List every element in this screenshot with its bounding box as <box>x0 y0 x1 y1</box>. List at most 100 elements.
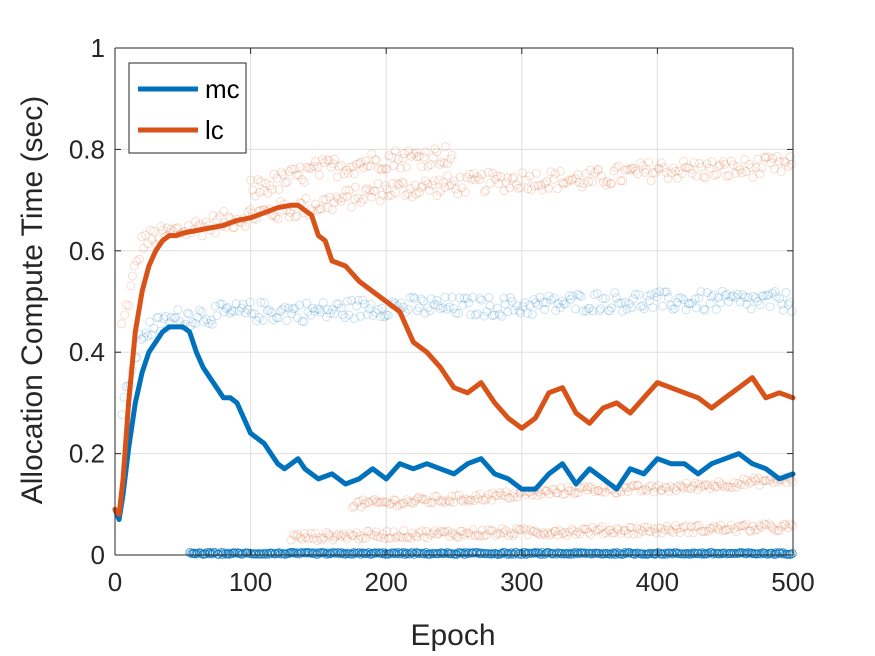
scatter-point <box>544 530 554 540</box>
scatter-point <box>362 309 372 319</box>
scatter-point <box>479 531 489 541</box>
scatter-point <box>377 497 387 507</box>
scatter-point <box>403 304 413 314</box>
scatter-point <box>625 165 635 175</box>
scatter-point <box>426 498 436 508</box>
scatter-point <box>345 529 355 539</box>
scatter-point <box>152 313 162 323</box>
scatter-point <box>644 482 654 492</box>
scatter-point <box>378 164 388 174</box>
scatter-point <box>121 300 131 310</box>
scatter-point <box>447 150 457 160</box>
scatter-point <box>336 160 346 170</box>
scatter-point <box>768 478 778 488</box>
scatter-point <box>455 526 465 536</box>
scatter-point <box>473 530 483 540</box>
scatter-point <box>609 166 619 176</box>
scatter-point <box>544 183 554 193</box>
scatter-point <box>424 185 434 195</box>
scatter-point <box>592 288 602 298</box>
scatter-point <box>143 331 153 341</box>
scatter-point <box>748 521 758 531</box>
scatter-point <box>312 535 322 545</box>
scatter-point <box>412 494 422 504</box>
scatter-point <box>703 480 713 490</box>
scatter-point <box>273 214 283 224</box>
scatter-point <box>391 549 401 559</box>
scatter-point <box>726 156 736 166</box>
scatter-point <box>659 163 669 173</box>
scatter-point <box>403 497 413 507</box>
scatter-point <box>140 230 150 240</box>
scatter-point <box>553 299 563 309</box>
series-lines <box>112 202 796 522</box>
scatter-point <box>353 193 363 203</box>
scatter-point <box>514 524 524 534</box>
scatter-point <box>245 297 255 307</box>
scatter-point <box>768 523 778 533</box>
scatter-point <box>273 313 283 323</box>
scatter-point <box>766 549 776 559</box>
scatter-point <box>394 180 404 190</box>
scatter-point <box>492 303 502 313</box>
scatter-point <box>582 524 592 534</box>
scatter-point <box>137 334 147 344</box>
scatter-point <box>477 525 487 535</box>
scatter-point <box>516 183 526 193</box>
scatter-point <box>679 522 689 532</box>
scatter-point <box>658 301 668 311</box>
scatter-point <box>410 293 420 303</box>
scatter-point <box>516 308 526 318</box>
scatter-point <box>562 178 572 188</box>
scatter-point <box>377 303 387 313</box>
scatter-point <box>785 152 795 162</box>
scatter-point <box>332 299 342 309</box>
scatter-point <box>447 528 457 538</box>
scatter-point <box>171 223 181 233</box>
scatter-point <box>310 156 320 166</box>
scatter-point <box>747 476 757 486</box>
scatter-point <box>219 307 229 317</box>
scatter-point <box>620 526 630 536</box>
scatter-point <box>755 480 765 490</box>
scatter-point <box>590 487 600 497</box>
scatter-point <box>601 528 611 538</box>
scatter-point <box>311 528 321 538</box>
scatter-point <box>725 482 735 492</box>
scatter-point <box>410 180 420 190</box>
scatter-point <box>718 157 728 167</box>
scatter-point <box>449 530 459 540</box>
scatter-point <box>537 185 547 195</box>
scatter-point <box>271 212 281 222</box>
scatter-point <box>308 303 318 313</box>
scatter-point <box>771 292 781 302</box>
scatter-point <box>638 301 648 311</box>
scatter-point <box>639 304 649 314</box>
scatter-point <box>518 301 528 311</box>
scatter-point <box>352 159 362 169</box>
scatter-point <box>212 215 222 225</box>
scatter-point <box>594 306 604 316</box>
scatter-point <box>584 177 594 187</box>
scatter-point <box>408 498 418 508</box>
scatter-point <box>219 548 229 558</box>
scatter-point <box>777 521 787 531</box>
scatter-point <box>212 311 222 321</box>
scatter-point <box>488 488 498 498</box>
scatter-point <box>526 185 536 195</box>
scatter-point <box>759 291 769 301</box>
scatter-point <box>643 522 653 532</box>
scatter-point <box>132 256 142 266</box>
scatter-point <box>258 548 268 558</box>
y-tick-label: 0.8 <box>69 134 105 164</box>
scatter-point <box>383 533 393 543</box>
scatter-point <box>479 187 489 197</box>
scatter-point <box>434 528 444 538</box>
scatter-point <box>423 497 433 507</box>
scatter-point <box>699 304 709 314</box>
scatter-point <box>735 297 745 307</box>
scatter-point <box>731 482 741 492</box>
scatter-point <box>597 171 607 181</box>
scatter-point <box>378 190 388 200</box>
scatter-point <box>559 179 569 189</box>
